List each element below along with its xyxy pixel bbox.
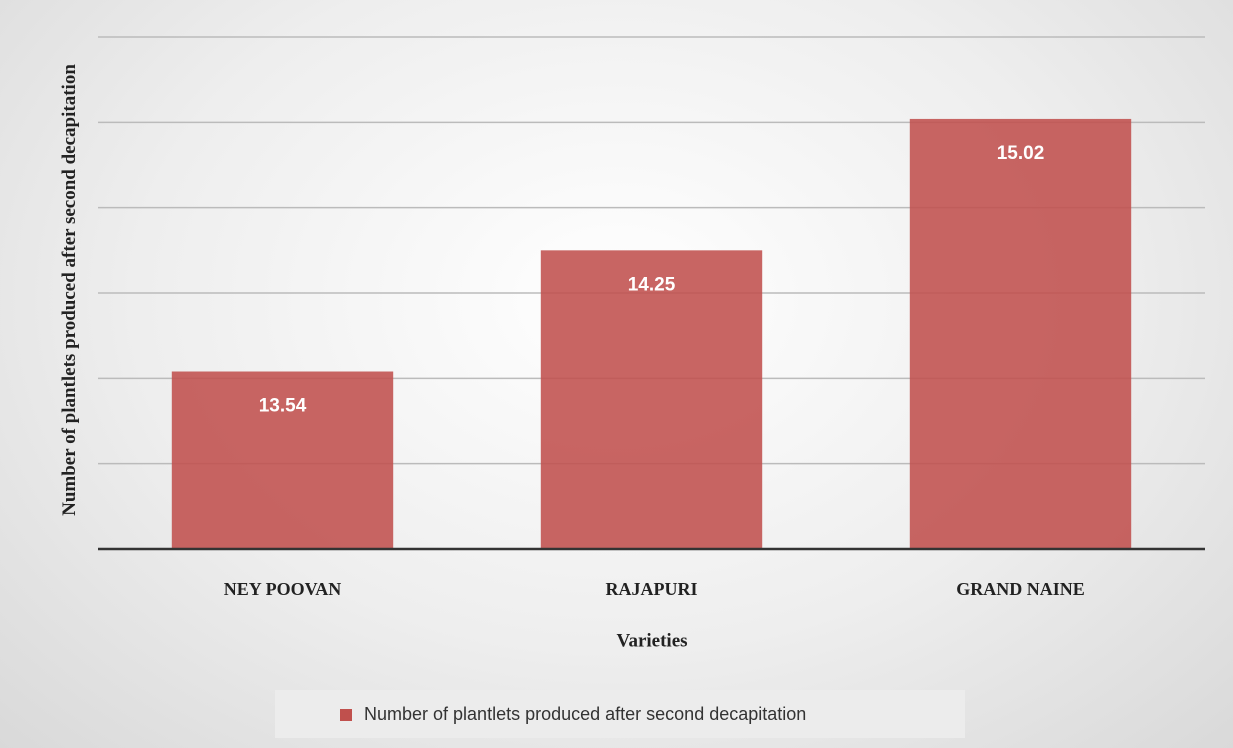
data-label: 15.02 (997, 143, 1045, 164)
x-tick-label: RAJAPURI (606, 579, 698, 599)
x-axis-title: Varieties (616, 630, 687, 651)
legend-box (275, 690, 965, 738)
bar (540, 250, 763, 550)
bar (171, 371, 394, 549)
x-tick-label: NEY POOVAN (224, 579, 342, 599)
legend-label: Number of plantlets produced after secon… (364, 704, 806, 724)
legend-marker (340, 709, 352, 721)
data-label: 14.25 (628, 274, 676, 295)
y-axis-title: Number of plantlets produced after secon… (59, 64, 80, 516)
bar (909, 118, 1132, 550)
x-tick-label: GRAND NAINE (956, 579, 1085, 599)
data-label: 13.54 (259, 396, 307, 417)
